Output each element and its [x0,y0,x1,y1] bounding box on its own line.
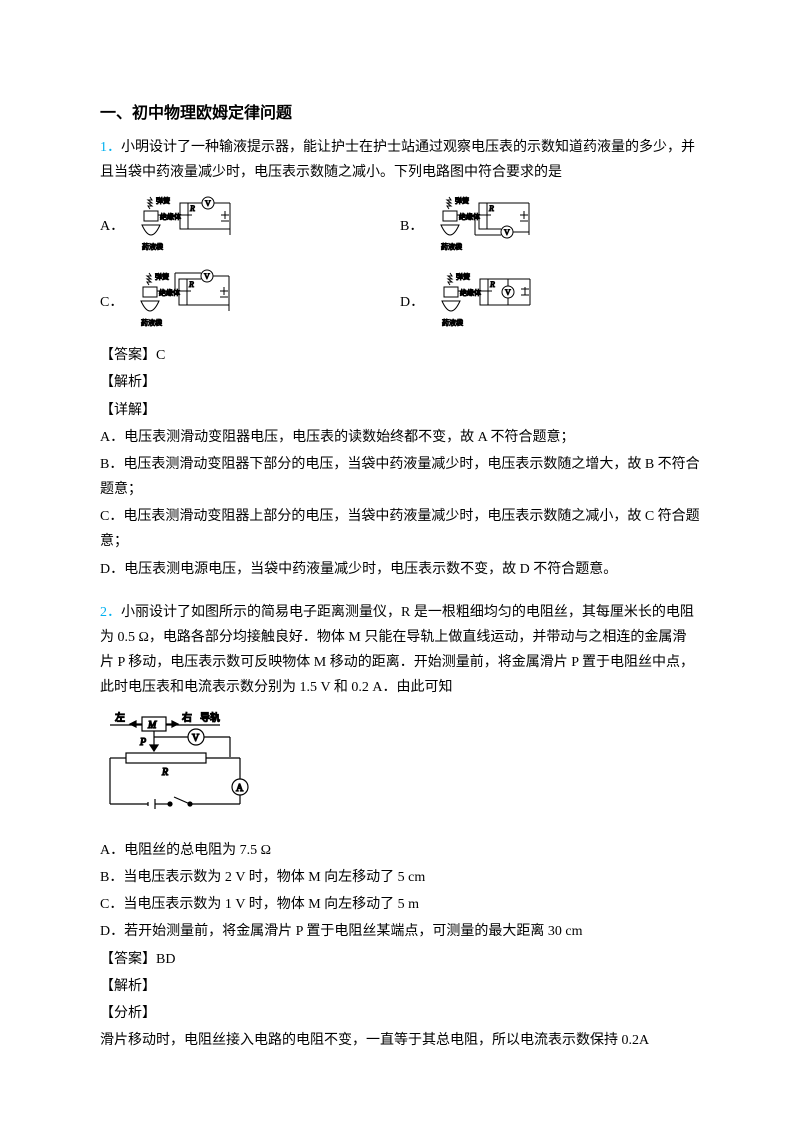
svg-text:R: R [189,204,195,213]
q1-text: 小明设计了一种输液提示器，能让护士在护士站通过观察电压表的示数知道药液量的多少，… [100,140,695,180]
section-title: 一、初中物理欧姆定律问题 [100,100,700,129]
svg-text:药液袋: 药液袋 [141,318,162,327]
q2-optC: C．当电压表示数为 1 V 时，物体 M 向左移动了 5 m [100,892,700,917]
q2-text: 小丽设计了如图所示的简易电子距离测量仪，R 是一根粗细均匀的电阻丝，其每厘米长的… [100,605,694,696]
svg-text:绝缘体: 绝缘体 [460,288,481,297]
svg-text:V: V [205,199,211,208]
insulator-label: 绝缘体 [160,212,181,221]
optB-label: B． [400,214,423,239]
q2-stem: 2．小丽设计了如图所示的简易电子距离测量仪，R 是一根粗细均匀的电阻丝，其每厘米… [100,600,700,701]
question-1: 1．小明设计了一种输液提示器，能让护士在护士站通过观察电压表的示数知道药液量的多… [100,135,700,582]
svg-text:R: R [488,204,494,213]
circuit-A: 弹簧 绝缘体 药液袋 R V [130,191,250,261]
q2-optB: B．当电压表示数为 2 V 时，物体 M 向左移动了 5 cm [100,865,700,890]
answer-label: 【答案】 [100,348,156,363]
svg-text:绝缘体: 绝缘体 [159,288,180,297]
q1-detail-label: 【详解】 [100,398,700,423]
svg-text:P: P [139,737,146,748]
q1-optB: B． 弹簧 绝缘体 药液袋 R V [400,191,700,261]
q2-number: 2． [100,605,121,620]
svg-text:弹簧: 弹簧 [455,196,469,205]
circuit-D: 弹簧 绝缘体 药液袋 R V [430,267,550,337]
rail-label: 导轨 [200,711,220,724]
q1-explD: D．电压表测电源电压，当袋中药液量减少时，电压表示数不变，故 D 不符合题意。 [100,557,700,582]
answer-text: C [156,348,165,363]
svg-text:R: R [489,280,495,289]
question-2: 2．小丽设计了如图所示的简易电子距离测量仪，R 是一根粗细均匀的电阻丝，其每厘米… [100,600,700,1053]
q1-answer: 【答案】C [100,343,700,368]
q2-optD: D．若开始测量前，将金属滑片 P 置于电阻丝某端点，可测量的最大距离 30 cm [100,919,700,944]
svg-text:V: V [504,228,510,237]
q1-optA: A． 弹簧 绝缘体 药液袋 R V [100,191,400,261]
right-label: 右 [182,711,192,724]
q1-stem: 1．小明设计了一种输液提示器，能让护士在护士站通过观察电压表的示数知道药液量的多… [100,135,700,185]
q1-explC: C．电压表测滑动变阻器上部分的电压，当袋中药液量减少时，电压表示数随之减小，故 … [100,504,700,554]
optD-label: D． [400,290,424,315]
circuit-C: 弹簧 绝缘体 药液袋 R V [129,267,249,337]
M-label: M [147,720,157,731]
optC-label: C． [100,290,123,315]
answer-text: BD [156,952,175,967]
svg-text:A: A [236,783,244,794]
bag-label: 药液袋 [142,242,163,251]
svg-text:弹簧: 弹簧 [155,272,169,281]
q2-diagram: 左 M 右 导轨 P V R [100,709,260,819]
svg-text:绝缘体: 绝缘体 [459,212,480,221]
left-label: 左 [115,711,125,724]
q1-optD: D． 弹簧 绝缘体 药液袋 R V [400,267,700,337]
q2-fenxi-label: 【分析】 [100,1001,700,1026]
spring-label: 弹簧 [156,196,170,205]
q1-explB: B．电压表测滑动变阻器下部分的电压，当袋中药液量减少时，电压表示数随之增大，故 … [100,452,700,502]
q2-fenxi-text: 滑片移动时，电阻丝接入电路的电阻不变，一直等于其总电阻，所以电流表示数保持 0.… [100,1028,700,1053]
svg-text:弹簧: 弹簧 [456,272,470,281]
q2-answer: 【答案】BD [100,947,700,972]
q2-optA: A．电阻丝的总电阻为 7.5 Ω [100,838,700,863]
q1-optC: C． 弹簧 绝缘体 药液袋 R V [100,267,400,337]
q1-analysis-label: 【解析】 [100,370,700,395]
svg-text:R: R [161,767,168,778]
q1-explA: A．电压表测滑动变阻器电压，电压表的读数始终都不变，故 A 不符合题意； [100,425,700,450]
svg-text:药液袋: 药液袋 [442,318,463,327]
q1-options-row1: A． 弹簧 绝缘体 药液袋 R V [100,191,700,261]
q1-options-row2: C． 弹簧 绝缘体 药液袋 R V [100,267,700,337]
svg-text:V: V [505,288,511,297]
spring-icon [148,197,152,209]
q1-number: 1． [100,140,121,155]
answer-label: 【答案】 [100,952,156,967]
svg-text:V: V [192,733,200,744]
svg-text:药液袋: 药液袋 [441,242,462,251]
circuit-B: 弹簧 绝缘体 药液袋 R V [429,191,549,261]
svg-text:V: V [204,272,210,281]
q2-analysis-label: 【解析】 [100,974,700,999]
svg-text:R: R [188,280,194,289]
optA-label: A． [100,214,124,239]
